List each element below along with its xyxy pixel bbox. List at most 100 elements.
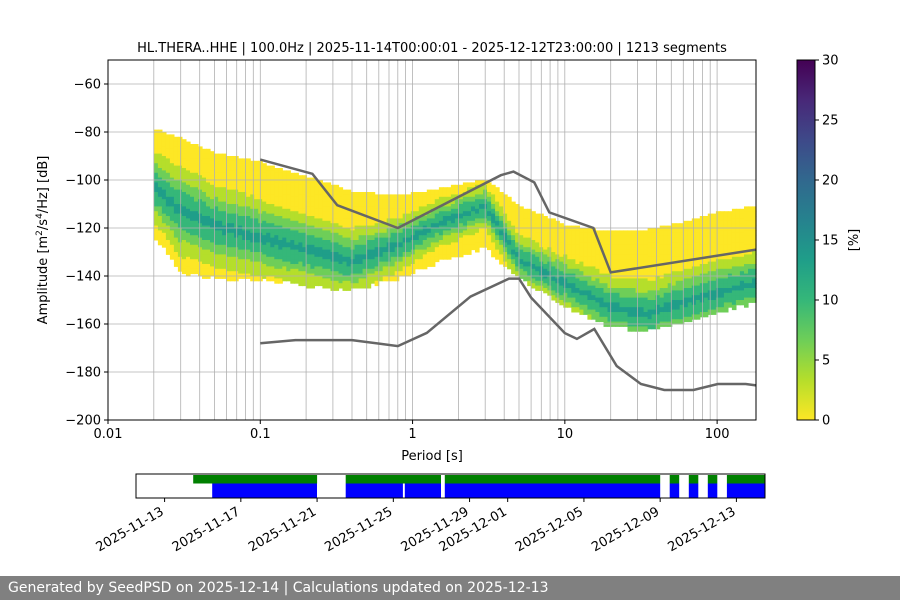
psd-density-cell	[703, 264, 709, 270]
psd-density-cell	[262, 244, 267, 251]
psd-density-cell	[547, 242, 552, 248]
psd-density-cell	[161, 175, 167, 181]
psd-density-cell	[503, 218, 508, 224]
psd-density-cell	[723, 220, 729, 227]
psd-density-cell	[631, 297, 637, 303]
psd-density-cell	[727, 292, 733, 299]
psd-density-cell	[366, 211, 372, 217]
psd-density-cell	[402, 218, 408, 224]
psd-density-cell	[599, 235, 604, 241]
psd-density-cell	[418, 254, 424, 260]
psd-density-cell	[711, 237, 717, 243]
psd-density-cell	[731, 280, 737, 287]
psd-density-cell	[671, 290, 677, 296]
psd-density-cell	[382, 261, 388, 267]
psd-density-cell	[579, 266, 584, 272]
psd-density-cell	[495, 230, 500, 236]
psd-density-cell	[181, 196, 187, 203]
psd-density-cell	[591, 232, 596, 239]
psd-density-cell	[354, 216, 360, 222]
psd-density-cell	[426, 256, 432, 263]
psd-density-cell	[450, 213, 456, 219]
psd-density-cell	[719, 292, 725, 299]
psd-density-cell	[202, 264, 207, 270]
psd-density-cell	[547, 237, 552, 243]
psd-density-cell	[398, 232, 404, 239]
psd-density-cell	[442, 187, 448, 193]
psd-density-cell	[595, 297, 600, 303]
psd-density-cell	[282, 276, 287, 282]
psd-density-cell	[230, 261, 235, 267]
psd-density-cell	[695, 237, 701, 243]
psd-density-cell	[153, 201, 159, 207]
psd-density-cell	[695, 300, 701, 306]
psd-density-cell	[298, 261, 303, 267]
psd-density-cell	[161, 213, 167, 219]
psd-density-cell	[334, 232, 340, 239]
psd-density-cell	[687, 316, 693, 323]
psd-density-cell	[169, 163, 175, 169]
psd-density-cell	[202, 244, 207, 251]
psd-density-cell	[190, 254, 195, 260]
psd-density-cell	[619, 254, 625, 260]
psd-density-cell	[290, 264, 295, 270]
psd-density-cell	[177, 247, 183, 253]
psd-density-cell	[194, 206, 199, 212]
psd-density-cell	[511, 244, 516, 251]
psd-density-cell	[679, 276, 685, 282]
psd-density-cell	[559, 276, 564, 282]
psd-density-cell	[651, 295, 657, 301]
psd-density-cell	[671, 271, 677, 277]
psd-density-cell	[543, 244, 548, 251]
availability-segment-blue	[345, 483, 403, 498]
psd-density-cell	[270, 232, 275, 239]
psd-density-cell	[290, 216, 295, 222]
psd-density-cell	[210, 247, 215, 253]
psd-density-cell	[322, 278, 327, 284]
psd-density-cell	[165, 148, 171, 155]
psd-density-cell	[278, 259, 283, 265]
psd-density-cell	[298, 266, 303, 272]
psd-density-cell	[475, 223, 480, 229]
psd-density-cell	[719, 235, 725, 241]
psd-density-cell	[739, 285, 745, 291]
psd-density-cell	[298, 204, 303, 210]
psd-density-cell	[266, 213, 271, 219]
psd-density-cell	[402, 261, 408, 267]
psd-density-cell	[579, 232, 584, 239]
psd-density-cell	[322, 206, 327, 212]
psd-density-cell	[752, 292, 757, 299]
psd-density-cell	[687, 244, 693, 251]
psd-density-cell	[723, 240, 729, 246]
psd-density-cell	[177, 136, 183, 143]
psd-density-cell	[226, 247, 231, 253]
psd-density-cell	[190, 268, 195, 275]
psd-density-cell	[735, 237, 741, 243]
psd-density-cell	[266, 242, 271, 248]
psd-density-cell	[563, 268, 568, 275]
psd-density-cell	[647, 276, 653, 282]
psd-density-cell	[218, 192, 223, 198]
psd-density-cell	[334, 271, 340, 277]
psd-density-cell	[290, 172, 295, 179]
psd-density-cell	[282, 256, 287, 263]
psd-density-cell	[226, 242, 231, 248]
psd-density-cell	[430, 204, 436, 210]
psd-density-cell	[639, 249, 645, 255]
psd-density-cell	[691, 247, 697, 253]
psd-density-cell	[687, 297, 693, 303]
psd-density-cell	[695, 242, 701, 248]
psd-density-cell	[603, 283, 609, 289]
psd-density-cell	[290, 240, 295, 246]
psd-density-cell	[298, 271, 303, 277]
timeline-tick-label: 2025-11-21	[246, 504, 319, 555]
psd-density-cell	[434, 208, 440, 215]
psd-density-cell	[210, 266, 215, 272]
psd-density-cell	[346, 252, 352, 258]
psd-density-cell	[181, 148, 187, 155]
psd-density-cell	[655, 276, 661, 282]
psd-density-cell	[306, 201, 311, 207]
psd-density-cell	[181, 144, 187, 150]
psd-density-cell	[418, 192, 424, 198]
psd-density-cell	[727, 288, 733, 294]
